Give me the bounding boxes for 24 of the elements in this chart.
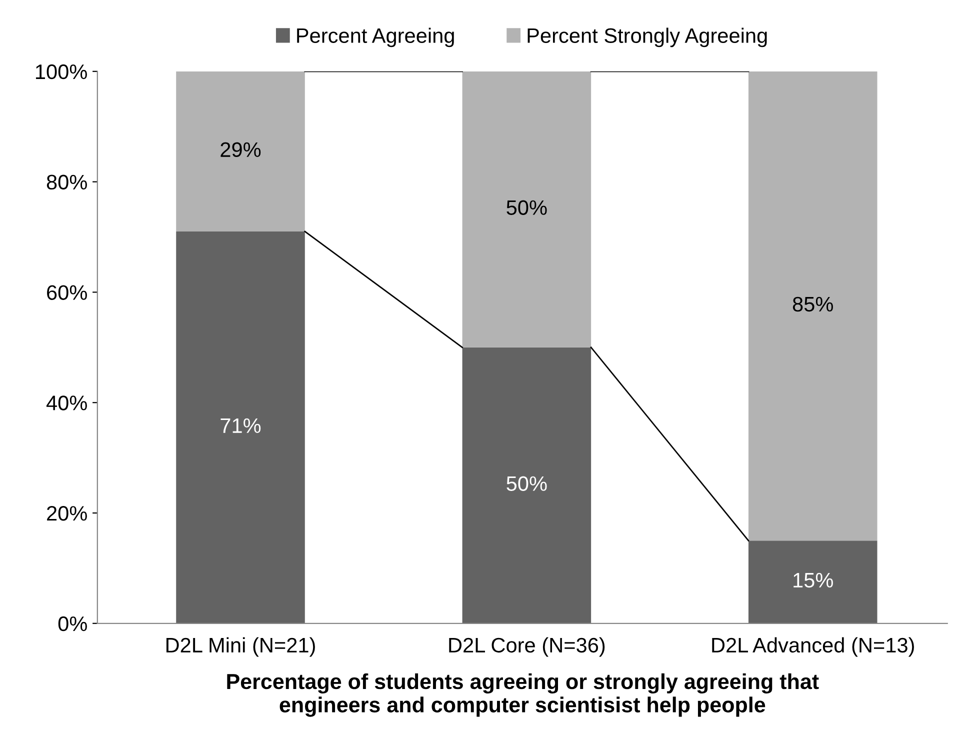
- text: 50%: [506, 200, 547, 215]
- bar: [748, 71, 878, 541]
- legend-label: Percent Agreeing: [297, 28, 454, 48]
- y-tick-label: 0%: [58, 616, 87, 632]
- text: 50%: [506, 476, 547, 491]
- y-tick-label: 40%: [46, 396, 87, 410]
- y-tick-label: 80%: [46, 174, 87, 190]
- bar: [176, 71, 305, 232]
- bar: [462, 71, 592, 348]
- legend-label: Percent Strongly Agreeing: [528, 28, 767, 48]
- x-tick-label: D2L Advanced (N=13): [712, 637, 914, 657]
- text: 71%: [220, 418, 261, 433]
- text: 29%: [220, 142, 261, 158]
- bar: [748, 540, 878, 624]
- y-tick-label: 20%: [47, 506, 87, 521]
- y-tick-label: 100%: [36, 64, 87, 80]
- x-axis-title: Percentage of students agreeing or strongly agreeing that engineers and computer scientisist help people: [227, 673, 819, 717]
- text: 85%: [792, 296, 833, 312]
- bar: [462, 347, 592, 624]
- bar: [176, 231, 305, 624]
- x-tick-label: D2L Core (N=36): [449, 637, 605, 657]
- y-tick-label: 60%: [47, 285, 87, 300]
- text: 15%: [794, 572, 833, 588]
- x-tick-label: D2L Mini (N=21): [166, 637, 315, 657]
